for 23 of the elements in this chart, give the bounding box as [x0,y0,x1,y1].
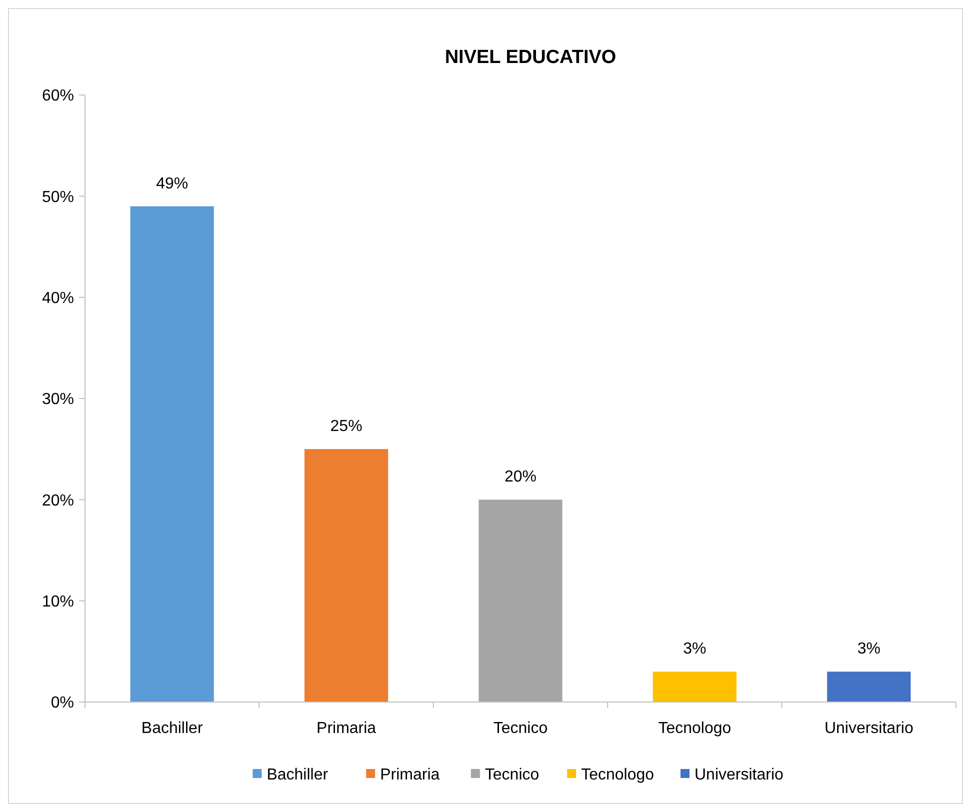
y-tick-label: 10% [42,593,74,610]
x-tick-label: Tecnologo [658,720,732,737]
x-tick-label: Bachiller [141,720,204,737]
data-label: 20% [504,468,537,486]
legend-label: Universitario [694,766,784,784]
legend-label: Tecnico [484,766,540,784]
y-tick-label: 50% [42,188,74,206]
data-label: 3% [683,640,706,658]
legend-label: Primaria [380,766,440,784]
data-label: 49% [156,175,188,192]
x-tick-label: Universitario [824,720,914,737]
y-tick-label: 40% [42,290,74,307]
legend-label: Bachiller [266,766,329,784]
data-label: 25% [330,418,362,436]
y-tick-label: 0% [50,694,74,712]
y-tick-label: 60% [42,88,74,105]
chart-title: NIVEL EDUCATIVO [444,47,616,68]
x-tick-label: Primaria [316,720,376,737]
y-tick-label: 20% [42,492,74,510]
x-tick-label: Tecnico [493,720,548,737]
legend-label: Tecnologo [581,766,654,784]
y-tick-label: 30% [42,391,74,408]
data-label: 3% [857,640,880,658]
